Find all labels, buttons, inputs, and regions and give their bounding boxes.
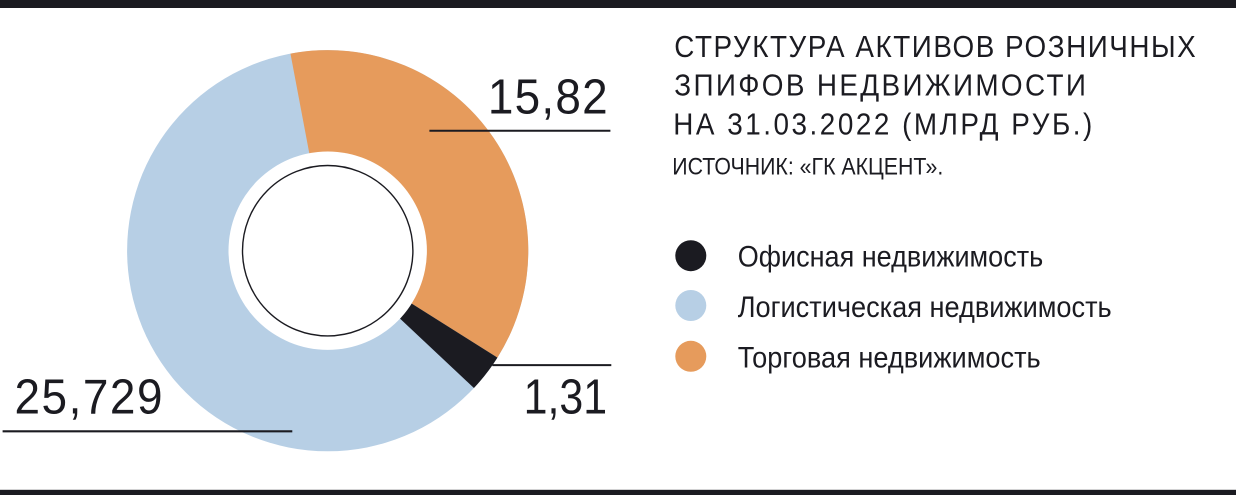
svg-text:Логистическая недвижимость: Логистическая недвижимость	[738, 291, 1112, 324]
svg-text:ИСТОЧНИК: «ГК АКЦЕНТ».: ИСТОЧНИК: «ГК АКЦЕНТ».	[672, 153, 943, 180]
svg-text:25,729: 25,729	[15, 370, 165, 424]
svg-text:НА 31.03.2022 (МЛРД РУБ.): НА 31.03.2022 (МЛРД РУБ.)	[673, 106, 1095, 141]
svg-text:1,31: 1,31	[524, 371, 608, 425]
svg-text:СТРУКТУРА АКТИВОВ РОЗНИЧНЫХ: СТРУКТУРА АКТИВОВ РОЗНИЧНЫХ	[674, 29, 1197, 64]
svg-text:15,82: 15,82	[488, 70, 609, 124]
svg-text:ЗПИФОВ НЕДВИЖИМОСТИ: ЗПИФОВ НЕДВИЖИМОСТИ	[674, 68, 1088, 103]
svg-text:Торговая недвижимость: Торговая недвижимость	[738, 341, 1041, 374]
svg-text:Офисная недвижимость: Офисная недвижимость	[738, 240, 1043, 273]
